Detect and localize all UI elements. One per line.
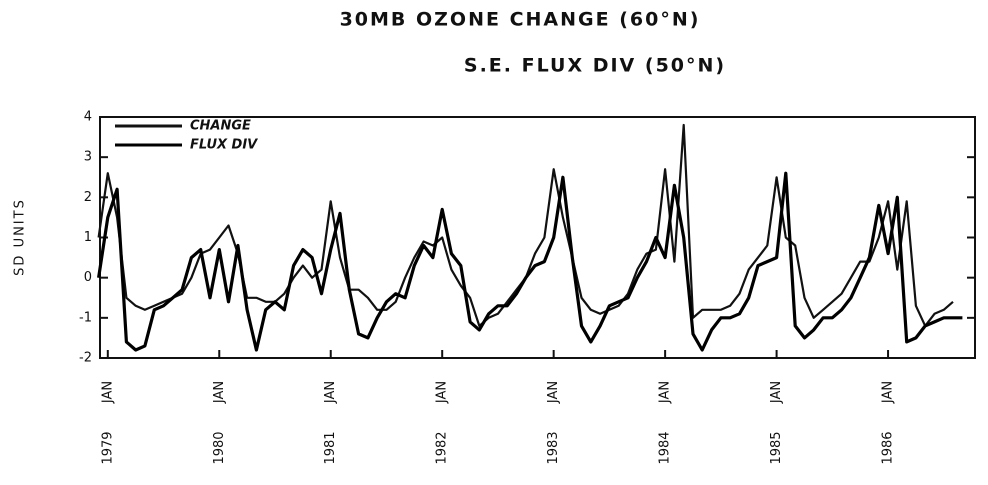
x-tick-label: JAN	[100, 381, 115, 404]
x-tick-year: 1985	[769, 431, 784, 464]
x-tick-year: 1982	[435, 431, 450, 464]
y-tick-label: -1	[79, 310, 92, 325]
y-tick-label: -2	[79, 351, 92, 366]
x-tick-year: 1981	[323, 431, 338, 464]
legend-label: FLUX DIV	[190, 138, 258, 153]
x-tick-label: JAN	[546, 381, 561, 404]
x-tick-label: JAN	[658, 381, 673, 404]
x-tick-year: 1983	[546, 431, 561, 464]
x-tick-year: 1979	[100, 431, 115, 464]
y-tick-label: 0	[84, 270, 92, 285]
x-tick-year: 1986	[881, 431, 896, 464]
y-tick-label: 4	[84, 110, 92, 125]
chart-title: 30MB OZONE CHANGE (60°N)	[340, 9, 701, 31]
x-tick-label: JAN	[323, 381, 338, 404]
y-axis-label: SD UNITS	[13, 198, 28, 276]
x-tick-year: 1984	[658, 431, 673, 464]
y-tick-label: 3	[84, 150, 92, 165]
x-tick-year: 1980	[212, 431, 227, 464]
y-tick-label: 2	[84, 190, 92, 205]
x-tick-label: JAN	[212, 381, 227, 404]
legend-label: CHANGE	[190, 119, 251, 134]
x-tick-label: JAN	[435, 381, 450, 404]
x-tick-label: JAN	[881, 381, 896, 404]
y-tick-label: 1	[84, 230, 92, 245]
chart-subtitle: S.E. FLUX DIV (50°N)	[464, 55, 726, 77]
data-line	[97, 171, 963, 352]
x-tick-label: JAN	[769, 381, 784, 404]
plot-frame	[99, 116, 976, 359]
